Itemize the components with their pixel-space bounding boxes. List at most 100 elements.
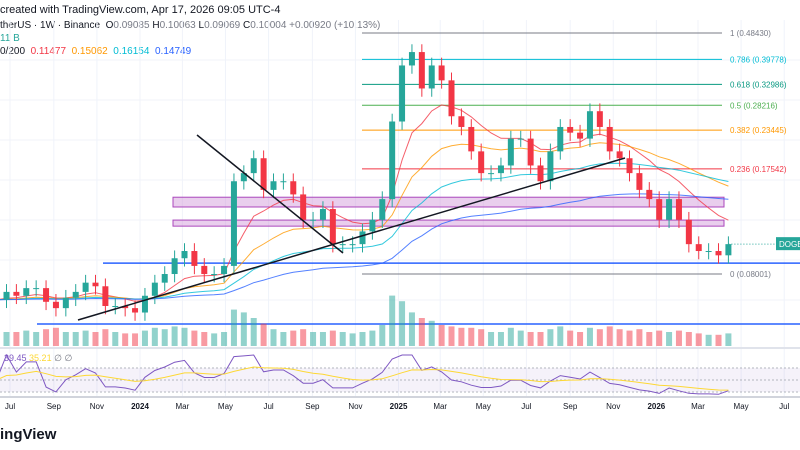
volume-bar [82, 330, 89, 346]
tradingview-logo[interactable]: ingView [0, 426, 57, 443]
volume-bar [636, 329, 643, 346]
rsi-line [0, 353, 729, 395]
x-tick-label: Sep [563, 402, 578, 411]
x-tick-label: May [218, 402, 233, 411]
candle [458, 116, 465, 127]
x-tick-label: 2026 [647, 402, 665, 411]
symbol-title[interactable]: therUS · 1W · Binance [0, 20, 101, 31]
candle [577, 132, 584, 139]
candle [141, 295, 148, 313]
candle [507, 138, 514, 166]
candle [646, 189, 653, 200]
volume-bar [112, 332, 119, 346]
candle [211, 274, 218, 276]
volume-bar [517, 330, 524, 346]
candle [339, 244, 346, 246]
x-tick-label: Mar [691, 402, 705, 411]
rsi-extra-1: ∅ [54, 353, 62, 363]
volume-bar [675, 330, 682, 346]
volume-bar [141, 330, 148, 346]
volume-bar [448, 326, 455, 346]
volume-bar [408, 312, 415, 346]
x-tick-label: May [476, 402, 491, 411]
candle [290, 181, 297, 195]
x-tick-label: Nov [348, 402, 362, 411]
candle [122, 305, 129, 309]
volume-bar [616, 329, 623, 346]
price-chart[interactable]: Jul Sep Nov 2024 Mar May Jul Sep Nov 2025 Mar May Ju… [0, 0, 800, 420]
candle [171, 258, 178, 275]
candle [497, 165, 504, 174]
moving-average-line [0, 193, 729, 301]
volume-bar [715, 334, 722, 346]
candle [13, 291, 20, 296]
fib-level-label: 0.786 (0.39778) [730, 55, 787, 64]
volume-bar [488, 332, 495, 346]
volume-bar [43, 329, 50, 346]
candle [359, 231, 366, 245]
volume-bar [695, 333, 702, 346]
volume-bar [151, 327, 158, 346]
candle [547, 151, 554, 182]
volume-bar [685, 332, 692, 346]
volume-bar [349, 333, 356, 346]
rsi-extra-2: ∅ [64, 353, 73, 363]
ma100-value: 0.16154 [113, 46, 150, 57]
volume-bar [567, 330, 574, 346]
volume-bar [428, 320, 435, 346]
fib-level-label: 0.5 (0.28216) [730, 101, 778, 110]
rsi-ma-line [0, 366, 729, 391]
volume-bar [122, 333, 129, 346]
volume-bar [319, 332, 326, 346]
high-value: 0.10063 [159, 20, 196, 31]
volume-bar [260, 323, 267, 346]
candle [33, 288, 40, 290]
volume-bar [359, 332, 366, 346]
candle [240, 173, 247, 182]
candle [705, 251, 712, 253]
x-tick-label: 2025 [390, 402, 408, 411]
volume-bar [577, 332, 584, 346]
candle [92, 282, 99, 287]
volume-bar [458, 327, 465, 346]
volume-bar [478, 329, 485, 346]
ma-label[interactable]: 0/200 [0, 46, 26, 57]
candle [181, 251, 188, 259]
candle [151, 282, 158, 296]
volume-bar [399, 301, 406, 346]
volume-bar [191, 330, 198, 346]
trendline-descending [196, 134, 344, 254]
volume-bar [497, 332, 504, 346]
candle [468, 126, 475, 152]
volume-bar [369, 330, 376, 346]
candle [319, 209, 326, 220]
rsi-legend: 39.45 35.21 ∅ ∅ [4, 353, 72, 364]
volume-bar [705, 334, 712, 346]
x-tick-label: May [734, 402, 749, 411]
volume-bar [250, 318, 257, 346]
candle [527, 138, 534, 166]
volume-bar [418, 318, 425, 346]
volume-bar [596, 329, 603, 346]
volume-bar [240, 312, 247, 346]
volume-bar [13, 332, 20, 346]
candle [201, 265, 208, 275]
candle [715, 251, 722, 256]
x-tick-label: Jul [521, 402, 531, 411]
x-tick-label: Sep [305, 402, 320, 411]
change-value: +0.00920 (+10.13%) [289, 20, 381, 31]
candle [537, 165, 544, 182]
volume-bar [290, 330, 297, 346]
volume-bar [626, 330, 633, 346]
volume-bar [132, 333, 139, 346]
candle [349, 244, 356, 246]
ma200-value: 0.14749 [155, 46, 192, 57]
candle [329, 209, 336, 245]
candle [418, 52, 425, 89]
candle [666, 199, 673, 220]
x-tick-label: Sep [47, 402, 62, 411]
fib-level-label: 0.618 (0.32986) [730, 80, 787, 89]
candle [52, 301, 59, 309]
volume-bar [379, 325, 386, 346]
rsi-value: 39.45 [4, 353, 27, 363]
